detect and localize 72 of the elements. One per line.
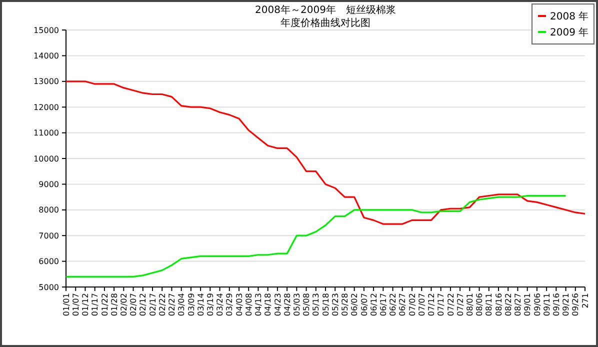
y-tick-label: 13000 [34, 77, 59, 86]
x-tick-label: 03/19 [206, 293, 215, 316]
line-series [65, 194, 567, 278]
y-tick-label: 8000 [38, 206, 59, 215]
legend-label: 2008 年 [550, 10, 589, 22]
x-tick-label: 04/03 [234, 293, 244, 316]
x-tick-label: 01/17 [90, 293, 100, 316]
x-tick-label: 07/07 [417, 293, 426, 316]
x-tick-label: 02/17 [148, 293, 158, 316]
y-tick-label: 11000 [34, 128, 59, 138]
y-tick-label: 14000 [34, 52, 59, 60]
x-tick-label: 03/29 [225, 293, 234, 316]
y-tick-label: 10000 [34, 154, 59, 164]
x-tick-label: 05/18 [321, 293, 330, 316]
x-tick-label: 07/17 [436, 293, 446, 316]
x-tick-label: 05/03 [292, 293, 302, 316]
y-tick-label: 5000 [38, 282, 59, 292]
x-tick-label: 04/23 [273, 293, 282, 316]
x-tick-label: 06/27 [398, 293, 408, 316]
x-tick-label: 03/09 [186, 293, 196, 316]
x-tick-label: 07/27 [456, 293, 465, 316]
x-tick-label: 06/17 [378, 293, 388, 316]
x-tick-label: 07/02 [408, 293, 417, 316]
x-tick-label: 09/01 [523, 293, 532, 316]
x-tick-label: 04/13 [254, 293, 264, 316]
x-tick-label: 02/12 [138, 293, 148, 316]
x-tick-label: 08/11 [484, 293, 494, 316]
x-tick-label: 09/11 [542, 293, 552, 316]
x-tick-label: 09/06 [532, 293, 542, 316]
x-tick-label: 07/12 [427, 293, 436, 316]
x-tick-label: 01/01 [62, 293, 71, 316]
x-tick-label: 05/08 [302, 293, 312, 316]
x-tick-label: 03/24 [216, 293, 225, 316]
x-tick-label: 271 [580, 293, 590, 308]
x-tick-label: 08/27 [514, 293, 523, 316]
x-tick-label: 08/22 [504, 293, 513, 316]
x-tick-label: 01/28 [110, 293, 119, 316]
y-tick-label: 6000 [38, 257, 59, 266]
x-tick-label: 07/22 [446, 293, 456, 316]
x-tick-label: 02/27 [168, 293, 177, 316]
x-tick-label: 04/18 [264, 293, 273, 316]
x-tick-label: 05/13 [312, 293, 321, 316]
x-tick-label: 03/04 [177, 293, 186, 316]
x-tick-label: 05/28 [340, 293, 350, 316]
x-tick-label: 01/07 [71, 293, 80, 316]
y-tick-label: 7000 [38, 231, 59, 240]
line-series [65, 80, 586, 225]
x-tick-label: 05/23 [330, 293, 340, 316]
x-tick-label: 06/22 [388, 293, 398, 316]
x-tick-label: 08/16 [494, 293, 504, 316]
y-tick-label: 12000 [34, 102, 59, 112]
x-tick-label: 02/07 [129, 293, 138, 316]
x-tick-label: 02/02 [119, 293, 128, 316]
legend-label: 2009 年 [550, 26, 589, 38]
x-tick-label: 08/01 [465, 293, 474, 316]
x-tick-label: 09/21 [562, 293, 571, 316]
x-tick-label: 04/28 [282, 293, 292, 316]
y-tick-label: 9000 [38, 180, 59, 189]
x-tick-label: 01/22 [100, 293, 110, 316]
x-tick-label: 01/12 [81, 293, 90, 316]
x-tick-label: 09/26 [571, 293, 580, 316]
x-tick-label: 06/12 [369, 293, 378, 316]
x-tick-label: 04/08 [244, 293, 254, 316]
x-tick-label: 08/06 [475, 293, 484, 316]
x-tick-label: 03/14 [196, 293, 206, 316]
x-tick-label: 02/22 [158, 293, 167, 316]
x-tick-label: 06/02 [350, 293, 360, 316]
y-tick-label: 15000 [34, 26, 59, 35]
x-tick-label: 06/07 [360, 293, 369, 316]
chart-title: 2008年～2009年 短丝级棉浆 [255, 4, 396, 16]
x-tick-label: 09/16 [552, 293, 561, 316]
chart-subtitle: 年度价格曲线对比图 [280, 17, 370, 29]
